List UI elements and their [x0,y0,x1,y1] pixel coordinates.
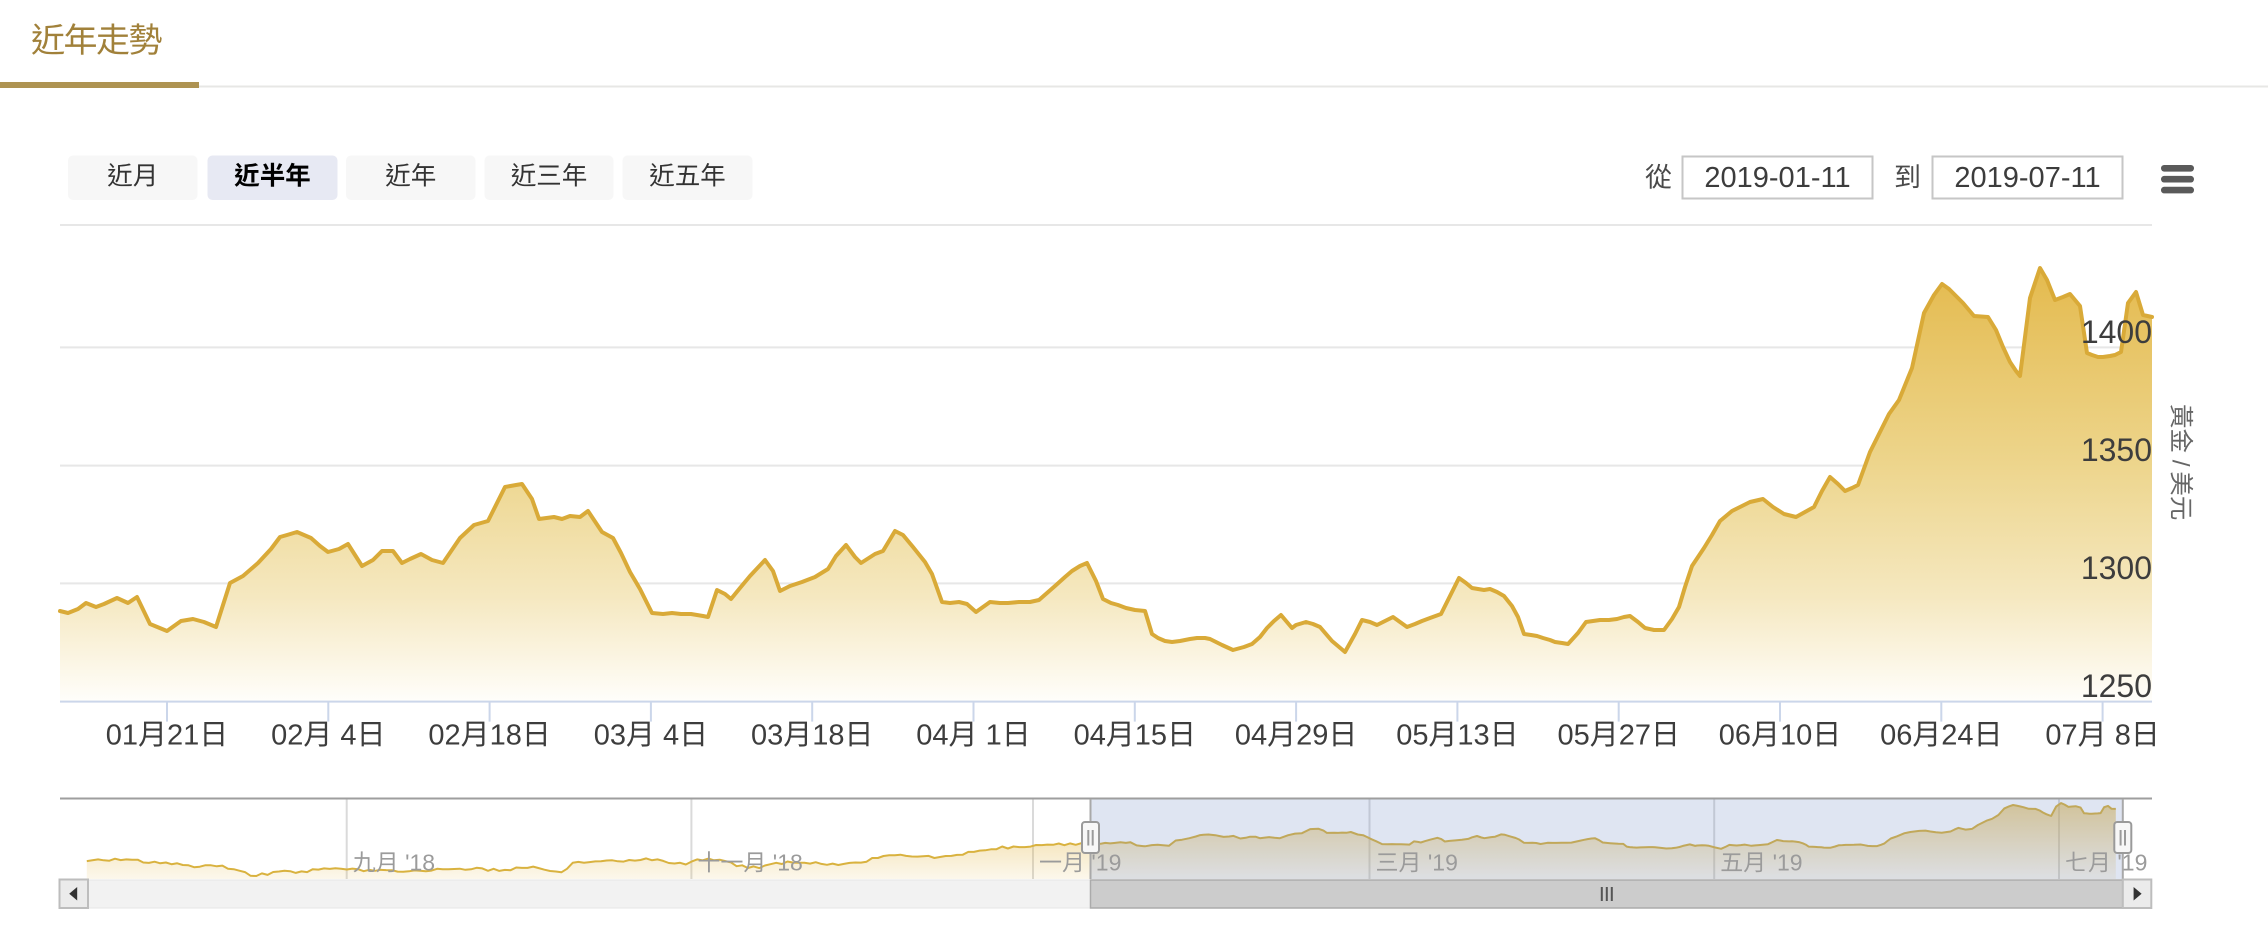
svg-text:02: 02 [271,719,303,751]
svg-text:/: / [2167,460,2194,467]
svg-text:06: 06 [1880,719,1912,751]
svg-text:'18: '18 [773,850,803,876]
svg-text:21: 21 [167,719,199,751]
svg-text:18: 18 [812,719,844,751]
svg-text:1250: 1250 [2081,668,2152,704]
svg-text:24: 24 [1941,719,1973,751]
svg-text:04: 04 [1235,719,1267,751]
svg-text:27: 27 [1619,719,1651,751]
svg-text:'19: '19 [1428,850,1458,876]
svg-text:04: 04 [916,719,948,751]
svg-text:15: 15 [1135,719,1167,751]
svg-text:2019-01-11: 2019-01-11 [1704,162,1850,194]
svg-text:'18: '18 [405,850,435,876]
svg-text:03: 03 [751,719,783,751]
svg-text:2019-07-11: 2019-07-11 [1954,162,2100,194]
svg-text:4: 4 [663,719,679,751]
svg-text:'19: '19 [1773,850,1803,876]
svg-text:10: 10 [1780,719,1812,751]
svg-text:02: 02 [428,719,460,751]
svg-text:07: 07 [2045,719,2077,751]
svg-text:01: 01 [106,719,138,751]
svg-text:1300: 1300 [2081,550,2152,586]
svg-text:03: 03 [594,719,626,751]
svg-text:05: 05 [1396,719,1428,751]
svg-text:05: 05 [1558,719,1590,751]
svg-text:04: 04 [1074,719,1106,751]
svg-text:06: 06 [1719,719,1751,751]
svg-text:13: 13 [1457,719,1489,751]
svg-text:1400: 1400 [2081,314,2152,350]
svg-text:18: 18 [490,719,522,751]
svg-text:1350: 1350 [2081,432,2152,468]
svg-text:8: 8 [2115,719,2131,751]
svg-text:1: 1 [986,719,1002,751]
svg-text:4: 4 [340,719,356,751]
svg-text:29: 29 [1296,719,1328,751]
